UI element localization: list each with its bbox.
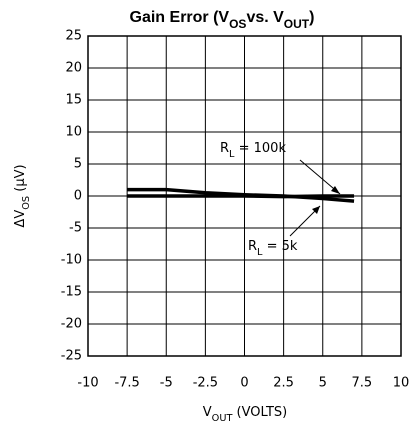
x-tick-label: -10	[77, 376, 98, 391]
chart-title-part: )	[309, 9, 314, 26]
chart-title-part: OUT	[284, 17, 310, 31]
annotation-part: = 100k	[234, 141, 286, 156]
y-tick-label: 20	[65, 61, 82, 76]
annotation-part: = 5k	[262, 239, 297, 254]
arrowhead	[331, 186, 340, 194]
x-tick-label: 0	[240, 376, 248, 391]
x-axis-label-part: V	[203, 405, 212, 420]
x-axis-label: VOUT (VOLTS)	[203, 405, 288, 424]
y-tick-label: 10	[65, 125, 82, 140]
annotation-part: R	[248, 239, 257, 254]
y-tick-label: -5	[69, 221, 82, 236]
annotation: RL = 5k	[248, 239, 298, 258]
y-tick-label: 5	[74, 157, 82, 172]
plot-frame	[87, 35, 402, 357]
annotation: RL = 100k	[220, 141, 286, 160]
y-axis-label-part: OS	[21, 196, 32, 210]
annotation-part: R	[220, 141, 229, 156]
chart-title-part: vs. V	[246, 9, 284, 26]
y-tick-label: -25	[61, 349, 82, 364]
x-tick-label: 10	[393, 376, 410, 391]
y-axis-label: ΔVOS (μV)	[13, 164, 32, 227]
series-line	[127, 194, 355, 199]
x-tick-label: 7.5	[352, 376, 373, 391]
x-axis-label-part: OUT	[212, 413, 233, 424]
y-tick-label: -20	[61, 317, 82, 332]
chart-title-part: Gain Error (V	[130, 9, 230, 26]
x-tick-label: -7.5	[114, 376, 139, 391]
chart-title: Gain Error (VOSvs. VOUT)	[130, 9, 315, 31]
x-tick-label: 5	[319, 376, 327, 391]
x-tick-label: -2.5	[193, 376, 218, 391]
annotation-part: L	[229, 149, 235, 160]
y-tick-label: -10	[61, 253, 82, 268]
y-tick-label: 25	[65, 29, 82, 44]
x-tick-label: 2.5	[273, 376, 294, 391]
x-axis-label-part: (VOLTS)	[232, 405, 287, 420]
arrowhead	[312, 206, 320, 214]
y-tick-label: 0	[74, 189, 82, 204]
x-tick-label: -5	[160, 376, 173, 391]
chart-title-part: OS	[229, 17, 246, 31]
y-axis-label-part: ΔV	[13, 210, 28, 228]
y-tick-label: 15	[65, 93, 82, 108]
annotation-part: L	[257, 247, 263, 258]
y-tick-label: -15	[61, 285, 82, 300]
y-axis-label-part: (μV)	[13, 164, 28, 195]
